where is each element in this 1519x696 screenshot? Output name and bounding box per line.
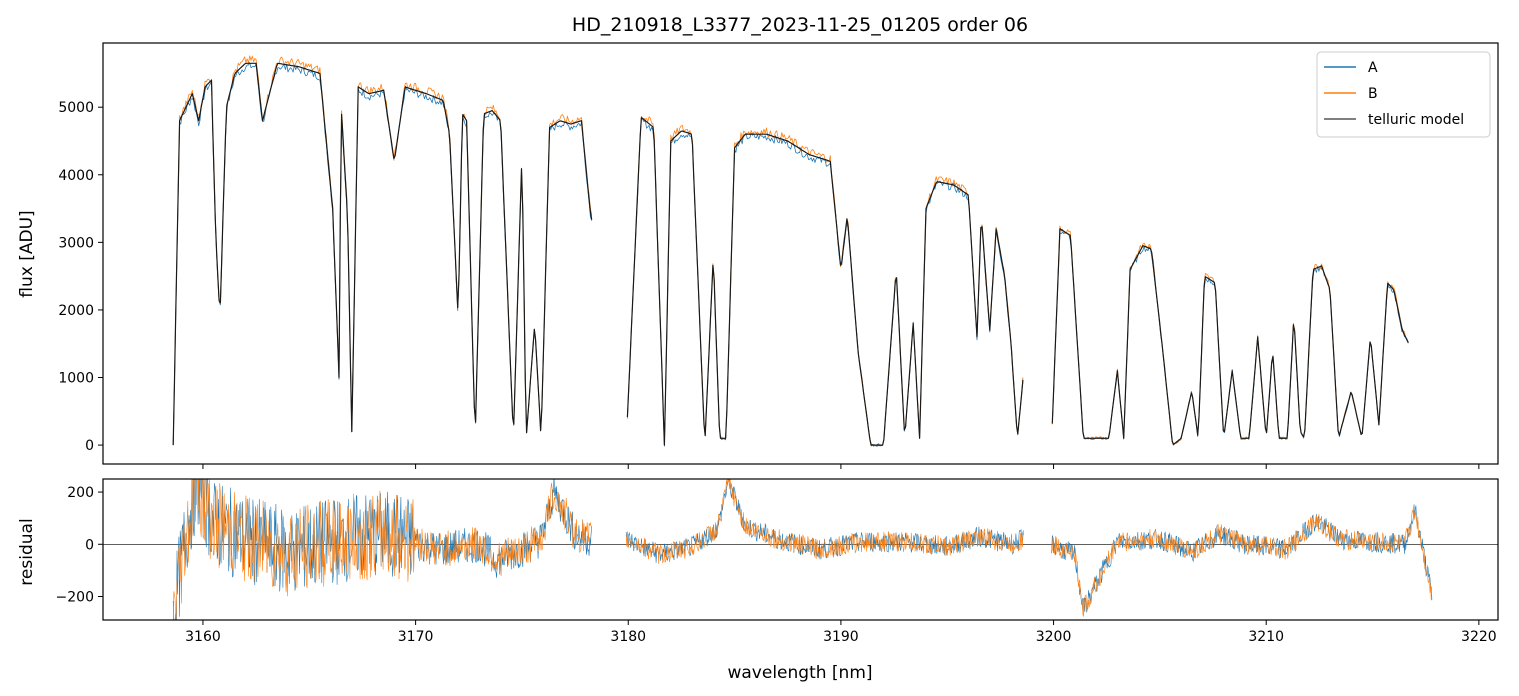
residual-plot-frame: [102, 478, 1499, 621]
series-a-line: [1051, 231, 1409, 446]
legend-label-b: B: [1368, 86, 1378, 102]
spectrum-y-tick-label: 2000: [58, 303, 94, 319]
spectrum-panel: 0 1000 2000 3000 4000 5000 flux [ADU] A B tel…: [17, 42, 1499, 469]
legend-label-a: A: [1368, 60, 1378, 76]
spectrum-y-tick-label: 4000: [58, 168, 94, 184]
x-axis-label: wavelength [nm]: [727, 663, 872, 683]
spectrum-y-tick-label: 5000: [58, 100, 94, 116]
spectrum-y-tick-label: 0: [85, 438, 94, 454]
residual-y-axis-label: residual: [17, 518, 37, 585]
legend-label-telluric: telluric model: [1368, 112, 1464, 128]
spectrum-y-tick-label: 3000: [58, 235, 94, 251]
chart-title: HD_210918_L3377_2023-11-25_01205 order 0…: [572, 14, 1028, 36]
telluric-model-line: [1051, 228, 1409, 445]
residual-y-tick-label: 0: [85, 537, 94, 553]
residual-a-line: [172, 479, 592, 620]
residual-x-tick-label: 3180: [610, 629, 646, 645]
telluric-model-line: [172, 62, 593, 446]
residual-y-tick-label: −200: [56, 590, 94, 606]
residual-x-tick-label: 3160: [185, 629, 221, 645]
residual-a-line: [625, 479, 1024, 563]
residual-b-line: [625, 479, 1024, 565]
spectrum-y-axis-label: flux [ADU]: [17, 210, 37, 297]
series-a-line: [627, 117, 1024, 447]
spectrum-plot-frame: [102, 42, 1499, 465]
residual-x-tick-label: 3190: [823, 629, 859, 645]
residual-x-tick-label: 3220: [1461, 629, 1497, 645]
series-b-line: [1051, 225, 1409, 446]
residual-y-tick-label: 200: [67, 485, 94, 501]
telluric-model-line: [626, 117, 1024, 446]
spectrum-y-tick-label: 1000: [58, 371, 94, 387]
residual-b-line: [173, 479, 592, 620]
legend: A B telluric model: [1316, 51, 1491, 138]
residual-panel: −200 0 200 3160 3170 3180 3190 3200 3210 3220 re…: [17, 478, 1499, 683]
series-a-line: [172, 62, 593, 446]
residual-b-line: [1051, 508, 1433, 617]
residual-x-tick-label: 3210: [1248, 629, 1284, 645]
residual-x-tick-label: 3200: [1036, 629, 1072, 645]
series-b-line: [627, 115, 1024, 447]
series-b-line: [172, 55, 593, 445]
residual-x-tick-label: 3170: [398, 629, 434, 645]
